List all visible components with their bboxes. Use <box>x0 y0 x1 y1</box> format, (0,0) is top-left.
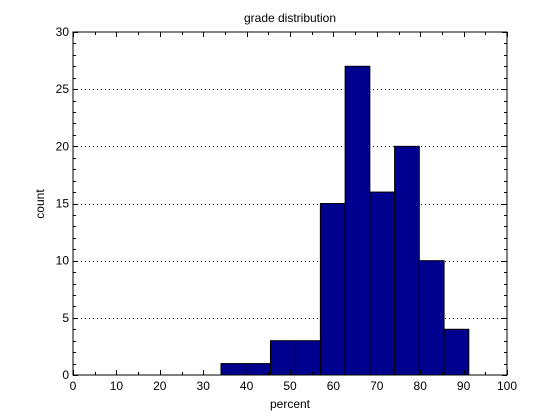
y-tick-label: 20 <box>56 139 70 153</box>
x-axis-label: percent <box>270 397 311 411</box>
x-tick-label: 50 <box>283 379 297 393</box>
y-tick-label: 15 <box>56 197 70 211</box>
chart-title: grade distribution <box>244 11 336 25</box>
x-tick-label: 60 <box>327 379 341 393</box>
y-tick-label: 25 <box>56 82 70 96</box>
plot-frame <box>72 31 508 376</box>
x-tick-label: 40 <box>240 379 254 393</box>
bar <box>443 328 470 376</box>
y-axis-label: count <box>33 189 47 219</box>
y-tick-label: 30 <box>56 25 70 39</box>
x-tick-label: 70 <box>370 379 384 393</box>
bars <box>220 65 470 376</box>
x-tick-labels: 0 10 20 30 40 50 60 70 80 90 100 <box>70 379 518 393</box>
x-tick-label: 20 <box>153 379 167 393</box>
bar <box>220 363 247 376</box>
bar <box>369 191 396 376</box>
x-tick-label: 30 <box>197 379 211 393</box>
bar <box>418 260 445 376</box>
bar <box>269 340 297 376</box>
x-tick-label: 90 <box>457 379 471 393</box>
bar <box>344 65 371 376</box>
y-tick-label: 0 <box>62 368 69 382</box>
y-tick-label: 10 <box>56 254 70 268</box>
x-tick-label: 10 <box>110 379 124 393</box>
x-tick-label: 80 <box>414 379 428 393</box>
bar <box>295 340 321 376</box>
x-tick-label: 0 <box>70 379 77 393</box>
bar <box>245 363 271 376</box>
gridlines <box>73 89 507 319</box>
bar <box>319 203 346 376</box>
y-tick-label: 5 <box>62 311 69 325</box>
bar <box>394 145 420 376</box>
x-tick-label: 100 <box>497 379 517 393</box>
y-tick-labels: 0 5 10 15 20 25 30 <box>56 25 70 382</box>
